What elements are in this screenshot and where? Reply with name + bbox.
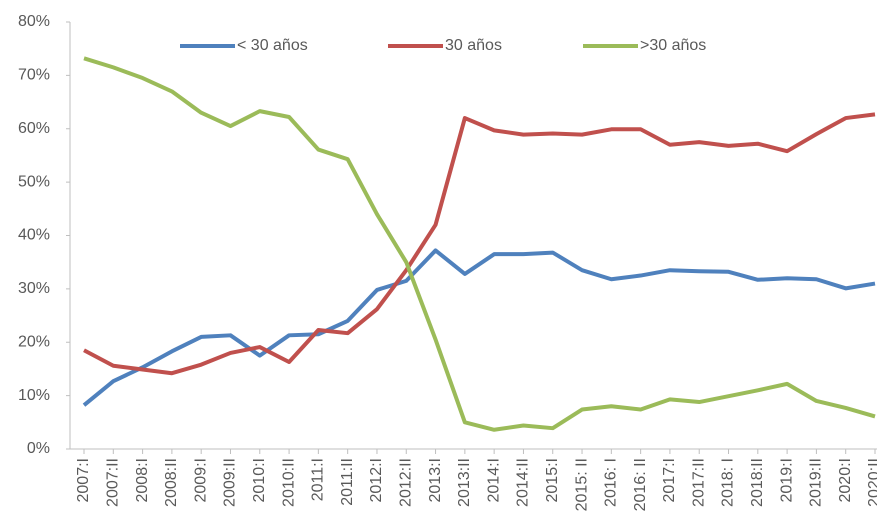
x-tick-label: 2019:I (778, 458, 795, 502)
x-tick-label: 2017:II (690, 458, 707, 507)
x-tick-label: 2013:I (427, 458, 444, 502)
series-line (82, 248, 876, 407)
y-tick-label: 60% (18, 120, 50, 137)
x-tick-label: 2014:II (515, 458, 532, 507)
y-tick-label: 0% (27, 440, 50, 457)
legend-label: < 30 años (237, 37, 308, 54)
series-line (83, 112, 876, 376)
x-tick-label: 2020:II (866, 458, 877, 507)
y-tick-label: 30% (18, 280, 50, 297)
y-tick-label: 80% (18, 13, 50, 30)
x-tick-label: 2007:I (75, 458, 92, 502)
legend-label: 30 años (445, 37, 502, 54)
x-tick-label: 2007:II (105, 458, 122, 507)
series-line (83, 56, 876, 432)
x-tick-label: 2008:II (163, 458, 180, 507)
y-tick-label: 20% (18, 333, 50, 350)
x-tick-label: 2010:I (251, 458, 268, 502)
x-tick-label: 2015:I (544, 458, 561, 502)
x-tick-label: 2015: II (573, 458, 590, 511)
y-tick-label: 10% (18, 387, 50, 404)
y-tick-label: 50% (18, 173, 50, 190)
x-tick-label: 2011:I (310, 458, 327, 501)
x-tick-label: 2010:II (280, 458, 297, 507)
x-tick-label: 2008:I (134, 458, 151, 502)
x-tick-label: 2019:II (808, 458, 825, 507)
x-tick-label: 2016: II (632, 458, 649, 511)
x-tick-label: 2013:II (456, 458, 473, 507)
x-tick-label: 2011:II (339, 458, 356, 506)
x-tick-label: 2012:II (397, 458, 414, 507)
y-tick-label: 70% (18, 67, 50, 84)
x-tick-label: 2012:I (368, 458, 385, 502)
x-tick-label: 2020:I (837, 458, 854, 502)
x-tick-label: 2016: I (603, 458, 620, 507)
x-tick-label: 2009:II (222, 458, 239, 507)
y-tick-label: 40% (18, 227, 50, 244)
legend-label: >30 años (640, 37, 706, 54)
x-tick-label: 2009:I (192, 458, 209, 502)
x-tick-label: 2017:I (661, 458, 678, 502)
x-tick-label: 2018: I (720, 458, 737, 507)
x-tick-label: 2014:I (485, 458, 502, 502)
x-tick-label: 2018:II (749, 458, 766, 507)
